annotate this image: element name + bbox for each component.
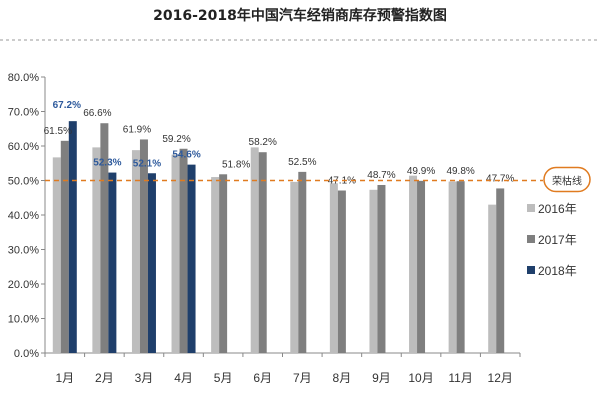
- legend-swatch-2017年: [527, 235, 535, 243]
- y-axis: 0.0% 10.0% 20.0% 30.0% 40.0% 50.0% 60.0% 70.0% 8…: [8, 72, 46, 360]
- x-tick-label: 11月: [448, 371, 472, 385]
- bar-2016年: [131, 150, 140, 353]
- y-tick-label: 40.0%: [8, 210, 39, 222]
- bar-2016年: [52, 157, 61, 353]
- data-label-2017: 48.7%: [367, 170, 395, 181]
- bar-2017年: [298, 171, 307, 353]
- bar-2016年: [488, 204, 497, 353]
- bar-2016年: [409, 175, 418, 353]
- legend-label-2017年: 2017年: [538, 233, 577, 247]
- legend-swatch-2016年: [527, 204, 535, 212]
- data-label-2017: 47.7%: [486, 173, 514, 184]
- x-tick-label: 9月: [372, 371, 391, 385]
- x-tick-label: 6月: [253, 371, 272, 385]
- data-labels: 61.5% 66.6% 61.9% 59.2% 51.8% 58.2% 52.5% 47.1%…: [44, 100, 515, 186]
- chart-title: 2016-2018年中国汽车经销商库存预警指数图: [153, 7, 447, 24]
- y-tick-label: 70.0%: [8, 107, 39, 119]
- bar-2018年: [147, 173, 156, 353]
- legend-swatch-2018年: [527, 266, 535, 274]
- bar-2018年: [68, 121, 77, 353]
- bar-2017年: [100, 123, 109, 353]
- reference-line-label: 荣枯线: [552, 175, 582, 188]
- x-tick-label: 2月: [95, 371, 114, 385]
- bar-2017年: [139, 139, 148, 353]
- y-tick-label: 50.0%: [8, 176, 39, 188]
- legend: 2016年 2017年 2018年: [527, 202, 577, 278]
- x-tick-label: 3月: [135, 371, 154, 385]
- data-label-2017: 47.1%: [328, 176, 356, 187]
- bar-2017年: [60, 140, 69, 353]
- x-tick-label: 7月: [293, 371, 312, 385]
- data-label-2018: 54.6%: [172, 150, 200, 161]
- bar-2016年: [290, 181, 299, 353]
- x-tick-label: 10月: [408, 371, 433, 385]
- x-axis: 1月 2月 3月 4月 5月 6月 7月 8月 9月 10月 11月 12月: [44, 352, 521, 385]
- bar-2018年: [108, 172, 117, 353]
- legend-label-2018年: 2018年: [538, 264, 577, 278]
- legend-label-2016年: 2016年: [538, 202, 577, 216]
- x-tick-label: 12月: [488, 371, 513, 385]
- bar-2017年: [337, 190, 346, 353]
- y-tick-label: 60.0%: [8, 141, 39, 153]
- data-label-2018: 52.1%: [133, 158, 161, 169]
- bar-2016年: [250, 147, 259, 353]
- data-label-2017: 61.5%: [44, 126, 72, 137]
- bar-2016年: [171, 154, 180, 353]
- reference-line-badge: [543, 166, 591, 193]
- bar-2016年: [211, 177, 220, 353]
- data-label-2017: 59.2%: [162, 134, 190, 145]
- data-label-2017: 49.9%: [407, 166, 435, 177]
- bar-2018年: [187, 164, 196, 353]
- data-label-2017: 51.8%: [222, 159, 250, 170]
- x-tick-label: 1月: [55, 371, 74, 385]
- y-tick-label: 20.0%: [8, 279, 39, 291]
- y-tick-label: 30.0%: [8, 245, 39, 257]
- data-label-2017: 66.6%: [83, 108, 111, 119]
- y-tick-label: 10.0%: [8, 314, 39, 326]
- y-tick-label: 80.0%: [8, 72, 39, 84]
- data-label-2017: 52.5%: [288, 157, 316, 168]
- x-tick-label: 5月: [214, 371, 233, 385]
- data-label-2017: 58.2%: [249, 137, 277, 148]
- bar-2017年: [258, 152, 267, 353]
- bar-2016年: [448, 181, 457, 353]
- reference-line: 荣枯线: [45, 166, 591, 193]
- x-tick-label: 4月: [174, 371, 193, 385]
- data-label-2017: 49.8%: [446, 166, 474, 177]
- bar-2017年: [179, 148, 188, 353]
- bar-2017年: [377, 184, 386, 353]
- bar-2016年: [92, 147, 101, 353]
- bar-2017年: [496, 188, 505, 353]
- bar-2016年: [329, 183, 338, 353]
- bar-2017年: [417, 180, 426, 353]
- data-label-2017: 61.9%: [123, 124, 151, 135]
- data-label-2018: 67.2%: [53, 100, 81, 111]
- x-tick-label: 8月: [333, 371, 352, 385]
- bar-2017年: [456, 181, 465, 353]
- y-tick-label: 0.0%: [14, 348, 39, 360]
- bar-2017年: [219, 174, 228, 353]
- data-label-2018: 52.3%: [93, 158, 121, 169]
- bar-2016年: [369, 189, 378, 353]
- bars: [52, 121, 505, 353]
